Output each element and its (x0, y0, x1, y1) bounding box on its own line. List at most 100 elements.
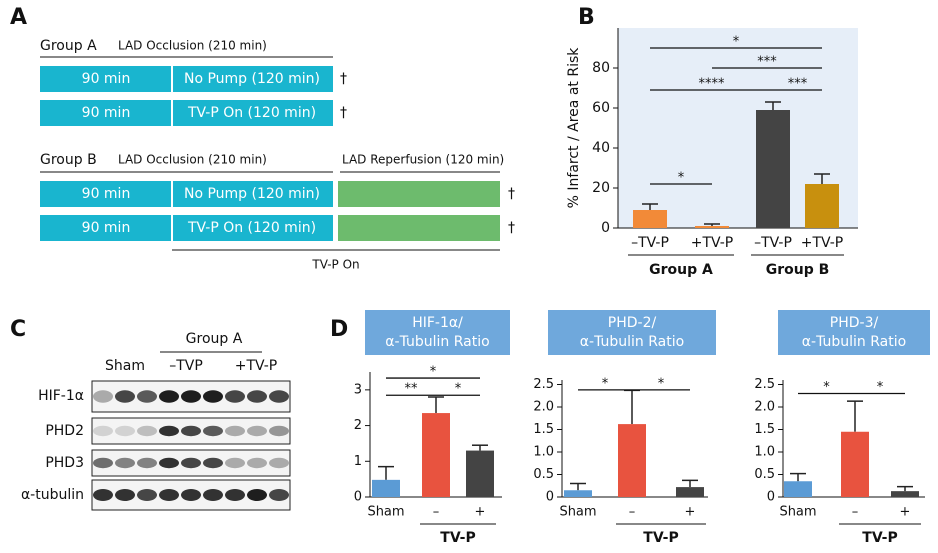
outcome: † (340, 71, 347, 87)
band (203, 457, 223, 469)
significance-label: * (602, 376, 609, 391)
band (181, 425, 201, 437)
y-tick-label: 2.0 (754, 400, 775, 415)
band (247, 425, 267, 437)
band (115, 489, 135, 501)
bar (695, 226, 729, 228)
significance-label: * (455, 382, 462, 397)
band (93, 425, 113, 437)
band (181, 457, 201, 469)
band (269, 457, 289, 469)
bar (841, 431, 869, 497)
phase-label: LAD Reperfusion (120 min) (342, 153, 504, 167)
reperfusion-bar (338, 215, 500, 241)
significance-label: * (733, 35, 740, 50)
phase-label: LAD Occlusion (210 min) (118, 153, 267, 167)
phase: No Pump (120 min) (184, 186, 320, 202)
band (247, 489, 267, 501)
title-box (778, 310, 930, 355)
chart-title: α-Tubulin Ratio (385, 334, 489, 350)
group-label: TV-P (440, 530, 475, 546)
bar (756, 110, 790, 228)
significance-label: * (877, 380, 884, 395)
band (137, 390, 157, 403)
band (115, 457, 135, 469)
band (203, 425, 223, 437)
phase: TV-P On (120 min) (187, 105, 316, 121)
timeline (40, 181, 333, 207)
significance-label: * (678, 171, 685, 186)
chart-title: α-Tubulin Ratio (580, 334, 684, 350)
phase: TV-P On (120 min) (187, 220, 316, 236)
row-label: PHD3 (45, 455, 84, 471)
y-tick-label: 1.0 (533, 445, 554, 460)
bar (564, 490, 592, 497)
x-tick-label: + (475, 505, 486, 520)
y-tick-label: 3 (354, 382, 362, 397)
bar (422, 413, 450, 497)
band (269, 425, 289, 437)
y-tick-label: 0.5 (533, 467, 554, 482)
band (93, 457, 113, 469)
bar (891, 491, 919, 497)
x-tick-label: – (629, 505, 636, 520)
lane-label: –TVP (169, 358, 203, 374)
band (225, 390, 245, 403)
phase: 90 min (82, 186, 131, 202)
y-tick-label: 0 (354, 490, 362, 505)
y-tick-label: 2.5 (533, 377, 554, 392)
chart-title: PHD-3/ (830, 315, 879, 331)
band (247, 457, 267, 469)
group-label: Group B (766, 262, 830, 278)
panel-label: C (10, 317, 26, 342)
y-tick-label: 0 (767, 490, 775, 505)
y-tick-label: 1.0 (754, 445, 775, 460)
x-tick-label: + (685, 505, 696, 520)
group-name: Group A (40, 38, 97, 54)
phase: 90 min (82, 71, 131, 87)
outcome: † (508, 186, 515, 202)
phase: 90 min (82, 105, 131, 121)
band (181, 489, 201, 501)
panel-a: A Group A LAD Occlusion (210 min) 90 min… (10, 5, 515, 272)
significance-label: *** (788, 77, 808, 92)
y-tick-label: 2.0 (533, 400, 554, 415)
treatment-label: TV-P On (311, 258, 359, 272)
group-name: Group B (40, 152, 97, 168)
y-tick-label: 1.5 (533, 422, 554, 437)
panel-c: C Group A Sham –TVP +TV-P HIF-1α PHD2 PH… (10, 317, 291, 511)
chart-title: α-Tubulin Ratio (802, 334, 906, 350)
x-tick-label: Sham (779, 505, 816, 520)
row-label: HIF-1α (38, 388, 84, 404)
y-tick-label: 0 (546, 490, 554, 505)
x-tick-label: Sham (559, 505, 596, 520)
bar (466, 450, 494, 497)
group-label: Group A (649, 262, 713, 278)
chart-title: PHD-2/ (608, 315, 657, 331)
y-axis-label: % Infarct / Area at Risk (566, 47, 582, 209)
band (137, 457, 157, 469)
phase-label: LAD Occlusion (210 min) (118, 39, 267, 53)
band (115, 425, 135, 437)
band (137, 425, 157, 437)
y-tick-label: 80 (592, 60, 610, 76)
y-tick-label: 1.5 (754, 422, 775, 437)
x-tick-label: + (900, 505, 911, 520)
row-label: α-tubulin (21, 487, 84, 503)
band (181, 390, 201, 403)
significance-label: **** (699, 77, 726, 92)
band (225, 489, 245, 501)
lane-label: Sham (105, 358, 145, 374)
significance-label: * (430, 365, 437, 380)
significance-label: *** (757, 55, 777, 70)
band (159, 390, 179, 403)
band (137, 489, 157, 501)
outcome: † (340, 105, 347, 121)
group-label: TV-P (643, 530, 678, 546)
x-tick-label: – (852, 505, 859, 520)
x-tick-label: +TV-P (691, 235, 734, 251)
timeline (40, 66, 333, 92)
phase: 90 min (82, 220, 131, 236)
row-label: PHD2 (45, 423, 84, 439)
